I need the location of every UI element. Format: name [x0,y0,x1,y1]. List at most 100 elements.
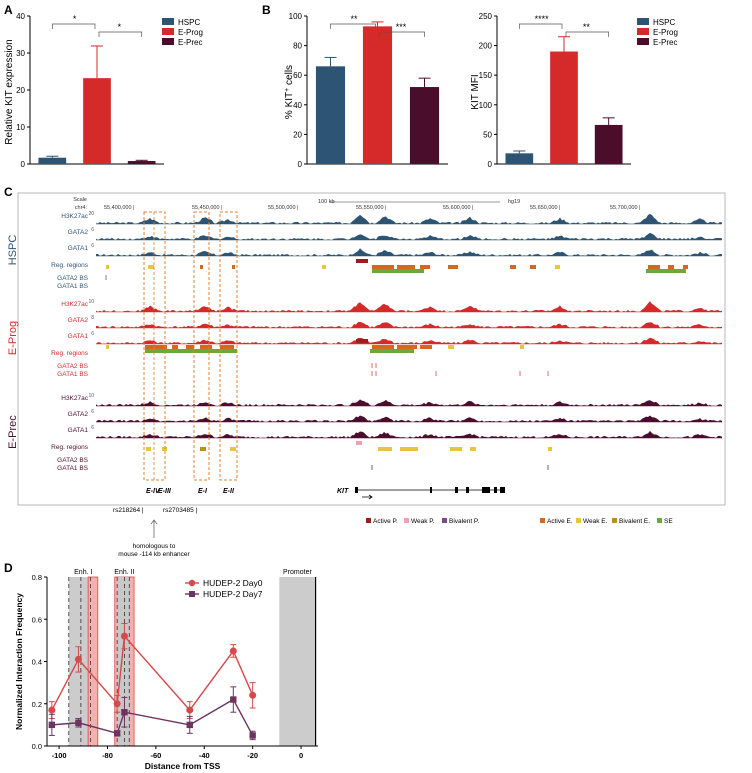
legend-label: Active P. [373,518,398,525]
gene-exon [500,487,505,493]
regulatory-region [530,265,536,269]
legend-label: Weak E. [583,518,608,525]
y-axis-label-sup: + [284,88,291,92]
chrom-label: chr4: [75,205,88,211]
legend-swatch [442,518,447,523]
regulatory-region [356,339,368,343]
data-point-day7 [75,719,82,726]
y-tick-label: 50 [483,130,492,139]
legend-marker [189,591,195,597]
coordinate-label: 55,650,000 | [530,205,560,211]
track-label: GATA1 BS [57,371,88,378]
legend-label: HSPC [653,18,675,27]
legend-swatch [540,518,545,523]
snp-label: rs2703485 | [163,507,198,514]
y-tick-label: 40 [16,12,25,21]
track-label: H3K27ac [61,395,88,402]
signal-track [96,337,722,344]
regulatory-region [230,447,236,451]
signal-track [96,213,722,224]
genome-browser: Scale chr4: 100 kb hg19 55,400,000 | 55,450,0… [7,192,726,558]
gene-label: KIT [337,488,349,495]
legend-marker [188,579,196,587]
regulatory-region [186,345,194,349]
y-tick-label: 150 [479,71,493,80]
data-point-day7 [48,721,56,729]
y-tick-label: 0 [21,160,26,169]
track-label: GATA1 [68,333,89,340]
legend-label: HSPC [178,18,200,27]
panel-letter-d: D [4,561,13,575]
sig-bracket [379,31,425,37]
super-enhancer [145,349,237,353]
track-label: H3K27ac [61,213,88,220]
legend-swatch [366,518,371,523]
legend-label: HUDEP-2 Day0 [203,578,263,588]
track-label: GATA2 BS [57,457,88,464]
coordinate-label: 55,400,000 | [104,205,134,211]
track-label: GATA1 [68,427,89,434]
regulatory-region [548,447,552,451]
regulatory-region [400,447,418,451]
y-axis-label-main: % KIT [284,92,295,119]
panel-letter-b: B [262,3,271,17]
x-tick-label: 0 [299,751,303,760]
regulatory-region [397,265,415,269]
regulatory-region [232,265,235,269]
regulatory-region [420,265,430,269]
x-tick-label: -80 [102,751,113,760]
data-point-day7 [230,696,237,703]
regulatory-region [200,447,206,451]
track-label: GATA2 [68,229,89,236]
assembly-label: hg19 [508,199,520,205]
legend-swatch-e-prog [637,28,649,35]
track-scale: 6 [91,425,94,431]
y-axis-label: KIT MFI [470,74,481,109]
data-point-day7 [186,721,193,729]
gene-exon [494,487,497,493]
regulatory-region [448,345,454,349]
regulatory-region [648,265,660,269]
legend-label: HUDEP-2 Day7 [203,589,263,599]
gene-exon [355,487,358,493]
enh-i-red [87,576,99,747]
signal-track [96,301,722,312]
y-tick-label: 0 [488,160,493,169]
enhancer-box [193,211,210,481]
group-label-hspc: HSPC [7,235,19,266]
track-scale: 6 [91,227,94,233]
regulatory-region [145,345,167,349]
y-tick-label: 0.2 [32,700,42,709]
regulatory-region [356,259,368,263]
track-label: H3K27ac [61,301,88,308]
legend-swatch [576,518,581,523]
y-axis-label: % KIT+ cells [284,65,296,119]
legend-label: E-Prog [178,28,203,37]
regulatory-region [106,345,109,349]
track-scale: 10 [88,299,94,305]
sig-bracket [518,23,563,29]
track-scale: 6 [91,331,94,337]
track-scale: 20 [88,211,94,217]
regulatory-region [683,265,688,269]
y-tick-label: 30 [16,49,25,58]
y-tick-label: 0.8 [32,573,42,582]
data-point-day0 [74,655,82,663]
track-label: GATA2 BS [57,363,88,370]
regulatory-region [356,441,362,445]
y-tick-label: 10 [16,123,25,132]
legend-label: Active E. [547,518,573,525]
bar-e-prec [127,161,156,164]
sig-bracket [565,31,610,37]
bar-e-prog [550,51,578,164]
sig-label: *** [396,22,407,32]
track-label: GATA2 [68,411,89,418]
track-label: GATA1 BS [57,283,88,290]
legend-swatch [612,518,617,523]
y-tick-label: 250 [479,12,493,21]
sig-label: * [73,14,77,24]
bar-e-prog [362,26,393,164]
regulatory-region [470,447,476,451]
